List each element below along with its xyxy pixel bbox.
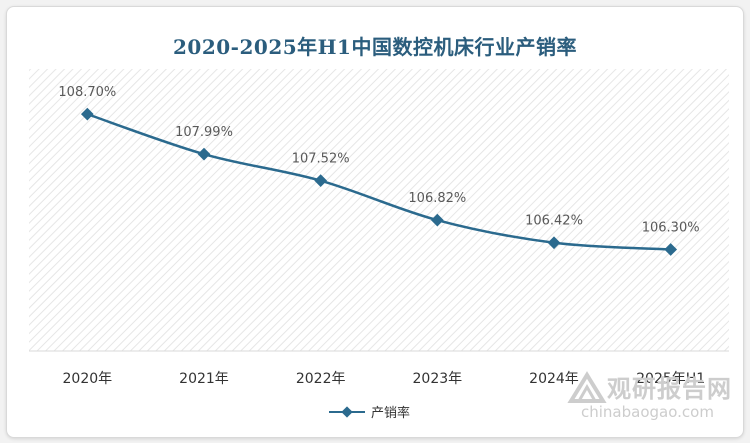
series-group: 108.70% 107.99% 107.52% 106.82% 106.42% 106.3… [58, 85, 700, 256]
watermark-url: chinabaogao.com [581, 403, 714, 421]
data-label: 107.99% [175, 125, 233, 140]
x-tick-label: 2025年H1 [636, 371, 705, 387]
x-axis-ticks: 2020年 2021年 2022年 2023年 2024年 2025年H1 [63, 371, 706, 387]
data-label: 107.52% [292, 152, 350, 167]
plot-area [29, 69, 729, 351]
data-label: 108.70% [58, 85, 116, 100]
legend-marker [341, 406, 353, 418]
watermark-name: 观研报告网 [607, 375, 732, 403]
data-point-marker [314, 174, 328, 188]
legend-label: 产销率 [371, 405, 410, 421]
line-chart: 2020年 2021年 2022年 2023年 2024年 2025年H1 108.70%… [29, 69, 729, 421]
data-label: 106.42% [525, 214, 583, 229]
watermark-logo-icon [567, 371, 607, 403]
data-label: 106.82% [408, 191, 466, 206]
x-tick-label: 2024年 [529, 371, 579, 387]
legend: 产销率 [329, 405, 410, 421]
x-tick-label: 2020年 [63, 371, 113, 387]
x-tick-label: 2021年 [179, 371, 229, 387]
chart-title: 2020-2025年H1中国数控机床行业产销率 [173, 35, 577, 59]
x-tick-label: 2023年 [413, 371, 463, 387]
x-tick-label: 2022年 [296, 371, 346, 387]
series-line [86, 112, 671, 251]
data-point-marker [430, 213, 444, 227]
chart-card: 2020-2025年H1中国数控机床行业产销率 2020年 2021年 2022年 2… [6, 6, 744, 438]
data-point-marker [197, 147, 211, 161]
data-label: 106.30% [642, 220, 700, 235]
